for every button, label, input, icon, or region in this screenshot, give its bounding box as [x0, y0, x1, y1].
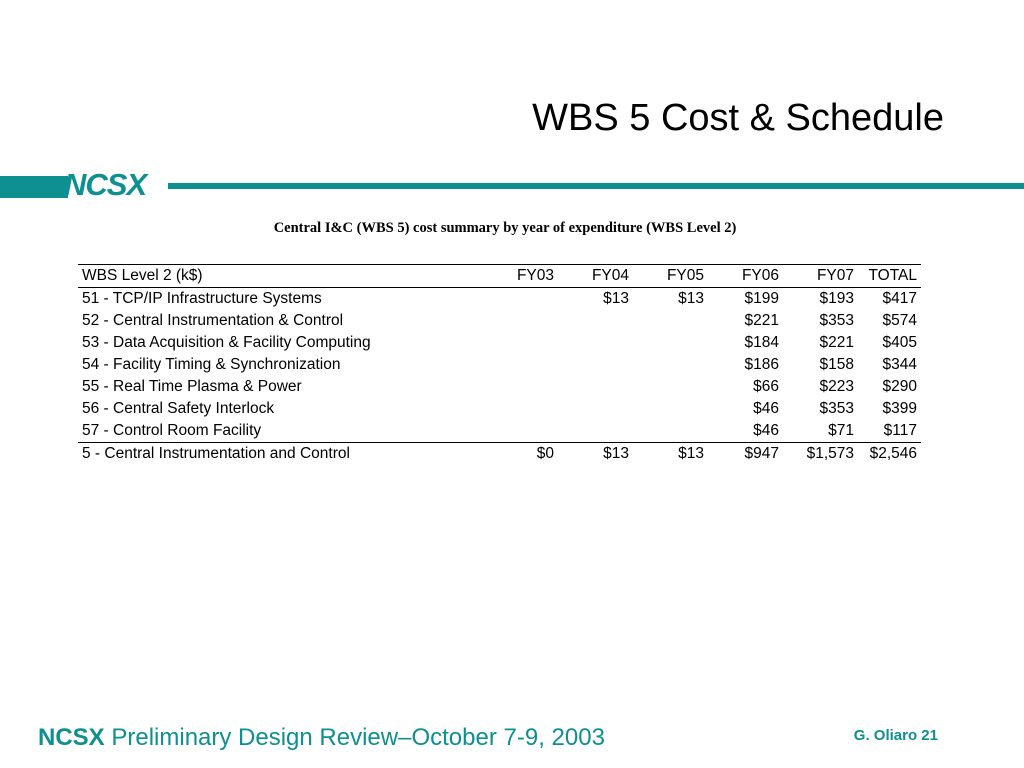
cell-fy06: $66	[753, 378, 779, 395]
slide-title: WBS 5 Cost & Schedule	[532, 97, 944, 139]
cell-fy06: $184	[744, 334, 779, 351]
cell-total: $344	[882, 356, 917, 373]
table-row: 56 - Central Safety Interlock $46 $353 $…	[78, 398, 921, 420]
cell-fy07: $158	[819, 356, 854, 373]
table-row: 51 - TCP/IP Infrastructure Systems $13 $…	[78, 288, 921, 311]
total-fy06: $947	[744, 445, 779, 462]
header-fy07: FY07	[816, 267, 854, 284]
cell-fy07: $221	[819, 334, 854, 351]
cell-fy06: $221	[744, 312, 779, 329]
header-fy06: FY06	[741, 267, 779, 284]
cell-fy05	[633, 310, 708, 332]
total-total: $2,546	[869, 445, 917, 462]
cell-fy03	[488, 332, 558, 354]
table-row: 57 - Control Room Facility $46 $71 $117	[78, 420, 921, 443]
cell-total: $290	[882, 378, 917, 395]
cell-fy05	[633, 354, 708, 376]
cell-fy03	[488, 288, 558, 311]
cell-fy07: $71	[828, 422, 854, 439]
cell-total: $399	[882, 400, 917, 417]
row-label: 57 - Control Room Facility	[82, 422, 262, 439]
cell-fy07: $223	[819, 378, 854, 395]
table-caption: Central I&C (WBS 5) cost summary by year…	[273, 220, 737, 236]
row-label: 56 - Central Safety Interlock	[82, 400, 275, 417]
cell-fy04	[558, 398, 633, 420]
header-wbs-level: WBS Level 2 (k$)	[82, 267, 203, 284]
logo-bar-left	[0, 176, 68, 198]
table-header-row: WBS Level 2 (k$) FY03 FY04 FY05 FY06 FY0…	[78, 264, 921, 288]
footer-text: Preliminary Design Review–October 7-9, 2…	[104, 724, 605, 751]
cell-fy06: $199	[744, 290, 779, 307]
table-row: 54 - Facility Timing & Synchronization $…	[78, 354, 921, 376]
footer-title: NCSX Preliminary Design Review–October 7…	[38, 724, 605, 752]
cost-summary-table: WBS Level 2 (k$) FY03 FY04 FY05 FY06 FY0…	[78, 264, 921, 465]
cell-fy06: $46	[753, 422, 779, 439]
total-fy05: $13	[678, 445, 704, 462]
row-label: 51 - TCP/IP Infrastructure Systems	[82, 290, 322, 307]
header-total: TOTAL	[868, 267, 917, 284]
header-fy04: FY04	[591, 267, 629, 284]
ncsx-logo: NCSX	[64, 167, 147, 202]
row-label: 53 - Data Acquisition & Facility Computi…	[82, 334, 371, 351]
header-fy05: FY05	[666, 267, 704, 284]
cell-fy07: $193	[819, 290, 854, 307]
logo-bar-right	[168, 183, 1024, 189]
cell-fy04	[558, 332, 633, 354]
cell-fy04	[558, 376, 633, 398]
total-fy04: $13	[603, 445, 629, 462]
cell-fy03	[488, 376, 558, 398]
cell-fy05	[633, 420, 708, 443]
cell-total: $417	[882, 290, 917, 307]
cell-fy04	[558, 310, 633, 332]
table-row: 53 - Data Acquisition & Facility Computi…	[78, 332, 921, 354]
row-label: 52 - Central Instrumentation & Control	[82, 312, 344, 329]
cell-fy03	[488, 354, 558, 376]
row-label: 55 - Real Time Plasma & Power	[82, 378, 302, 395]
cell-fy05	[633, 398, 708, 420]
cell-total: $574	[882, 312, 917, 329]
cell-total: $117	[883, 422, 917, 439]
cell-total: $405	[882, 334, 917, 351]
cell-fy05: $13	[678, 290, 704, 307]
total-fy07: $1,573	[806, 445, 854, 462]
cell-fy03	[488, 310, 558, 332]
row-label: 54 - Facility Timing & Synchronization	[82, 356, 341, 373]
cell-fy03	[488, 420, 558, 443]
total-fy03: $0	[536, 445, 554, 462]
header-fy03: FY03	[516, 267, 554, 284]
cell-fy04	[558, 354, 633, 376]
cell-fy05	[633, 376, 708, 398]
cell-fy06: $186	[744, 356, 779, 373]
cell-fy04	[558, 420, 633, 443]
total-label: 5 - Central Instrumentation and Control	[82, 445, 350, 462]
cell-fy05	[633, 332, 708, 354]
table-total-row: 5 - Central Instrumentation and Control …	[78, 442, 921, 466]
cell-fy07: $353	[819, 400, 854, 417]
footer-brand: NCSX	[38, 724, 105, 751]
cell-fy07: $353	[819, 312, 854, 329]
table-row: 52 - Central Instrumentation & Control $…	[78, 310, 921, 332]
cell-fy04: $13	[603, 290, 629, 307]
footer-author-page: G. Oliaro 21	[853, 727, 938, 744]
table-row: 55 - Real Time Plasma & Power $66 $223 $…	[78, 376, 921, 398]
cell-fy06: $46	[753, 400, 779, 417]
cell-fy03	[488, 398, 558, 420]
